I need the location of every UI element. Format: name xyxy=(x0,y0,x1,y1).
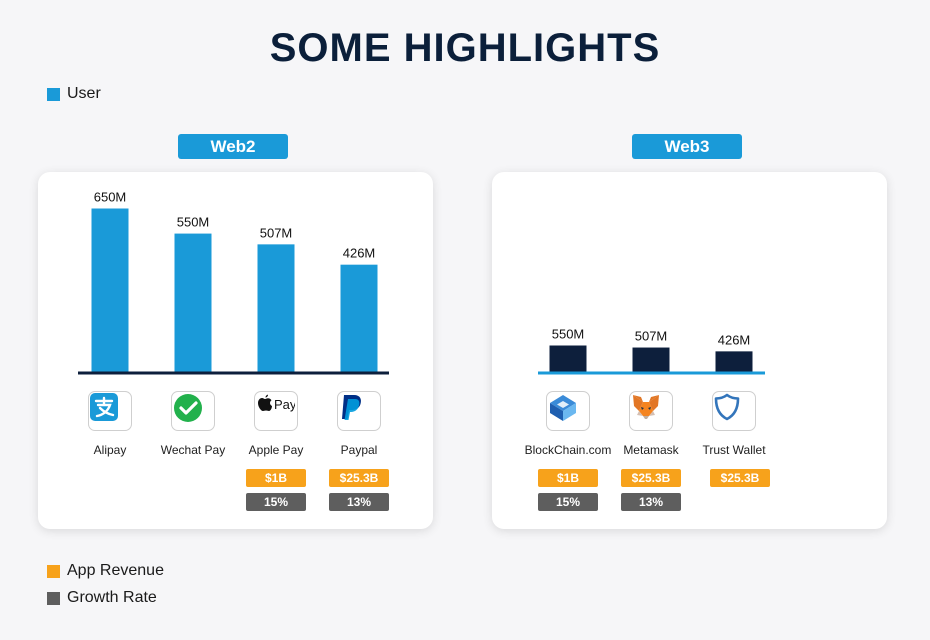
app-name-label: Trust Wallet xyxy=(702,443,766,457)
growth-pill: 13% xyxy=(621,493,681,511)
bar-alipay xyxy=(91,208,129,372)
bar-paypal xyxy=(340,264,378,372)
legend-revenue-swatch xyxy=(47,564,60,578)
bar-chart-svg: 650M 550M 507M 426M xyxy=(78,190,389,375)
wechat-pay-logo xyxy=(171,391,215,431)
bar-blockchain-com xyxy=(549,345,587,372)
bar-value-label: 426M xyxy=(343,246,376,261)
metamask-logo xyxy=(629,391,673,431)
revenue-pill: $25.3B xyxy=(710,469,770,487)
page-title: SOME HIGHLIGHTS xyxy=(269,26,661,70)
apple-pay-logo: Pay xyxy=(254,391,298,431)
revenue-pill: $1B xyxy=(246,469,306,487)
app-name-label: Wechat Pay xyxy=(160,443,226,457)
bar-trust-wallet xyxy=(715,351,753,372)
blockchain-logo xyxy=(546,391,590,431)
web3-chart-card: 550M 507M 426M BlockChain.com $1B 15% Metamask… xyxy=(492,172,887,529)
revenue-pill: $25.3B xyxy=(621,469,681,487)
web2-chart-card: 650M 550M 507M 426M Alipay Wechat Pay Pay Apple… xyxy=(38,172,433,529)
growth-pill: 15% xyxy=(538,493,598,511)
bar-value-label: 550M xyxy=(552,327,585,342)
bar-chart-svg: 550M 507M 426M xyxy=(538,327,765,375)
legend-growth: Growth Rate xyxy=(47,589,157,607)
legend-user: User xyxy=(47,85,101,103)
bar-value-label: 550M xyxy=(177,215,210,230)
paypal-logo xyxy=(337,391,381,431)
bar-apple-pay xyxy=(257,244,295,372)
bar-value-label: 507M xyxy=(635,329,668,344)
legend-user-label: User xyxy=(67,85,101,102)
legend-revenue-label: App Revenue xyxy=(67,562,164,579)
tag-web2: Web2 xyxy=(178,134,288,159)
app-name-label: Paypal xyxy=(340,443,378,457)
bar-metamask xyxy=(632,347,670,372)
growth-pill: 13% xyxy=(329,493,389,511)
revenue-pill: $1B xyxy=(538,469,598,487)
app-name-label: BlockChain.com xyxy=(524,443,612,457)
bar-value-label: 507M xyxy=(260,225,293,240)
alipay-logo xyxy=(88,391,132,431)
trust-wallet-logo xyxy=(712,391,756,431)
svg-text:Pay: Pay xyxy=(274,397,295,412)
legend-growth-label: Growth Rate xyxy=(67,589,157,606)
bar-value-label: 426M xyxy=(718,332,751,347)
app-name-label: Metamask xyxy=(623,443,679,457)
bar-value-label: 650M xyxy=(94,190,127,205)
legend-revenue: App Revenue xyxy=(47,562,164,580)
app-name-label: Apple Pay xyxy=(248,443,304,457)
app-name-label: Alipay xyxy=(93,443,127,457)
tag-web3: Web3 xyxy=(632,134,742,159)
growth-pill: 15% xyxy=(246,493,306,511)
legend-user-swatch xyxy=(47,87,60,101)
legend-growth-swatch xyxy=(47,591,60,605)
bar-wechat-pay xyxy=(174,233,212,372)
revenue-pill: $25.3B xyxy=(329,469,389,487)
